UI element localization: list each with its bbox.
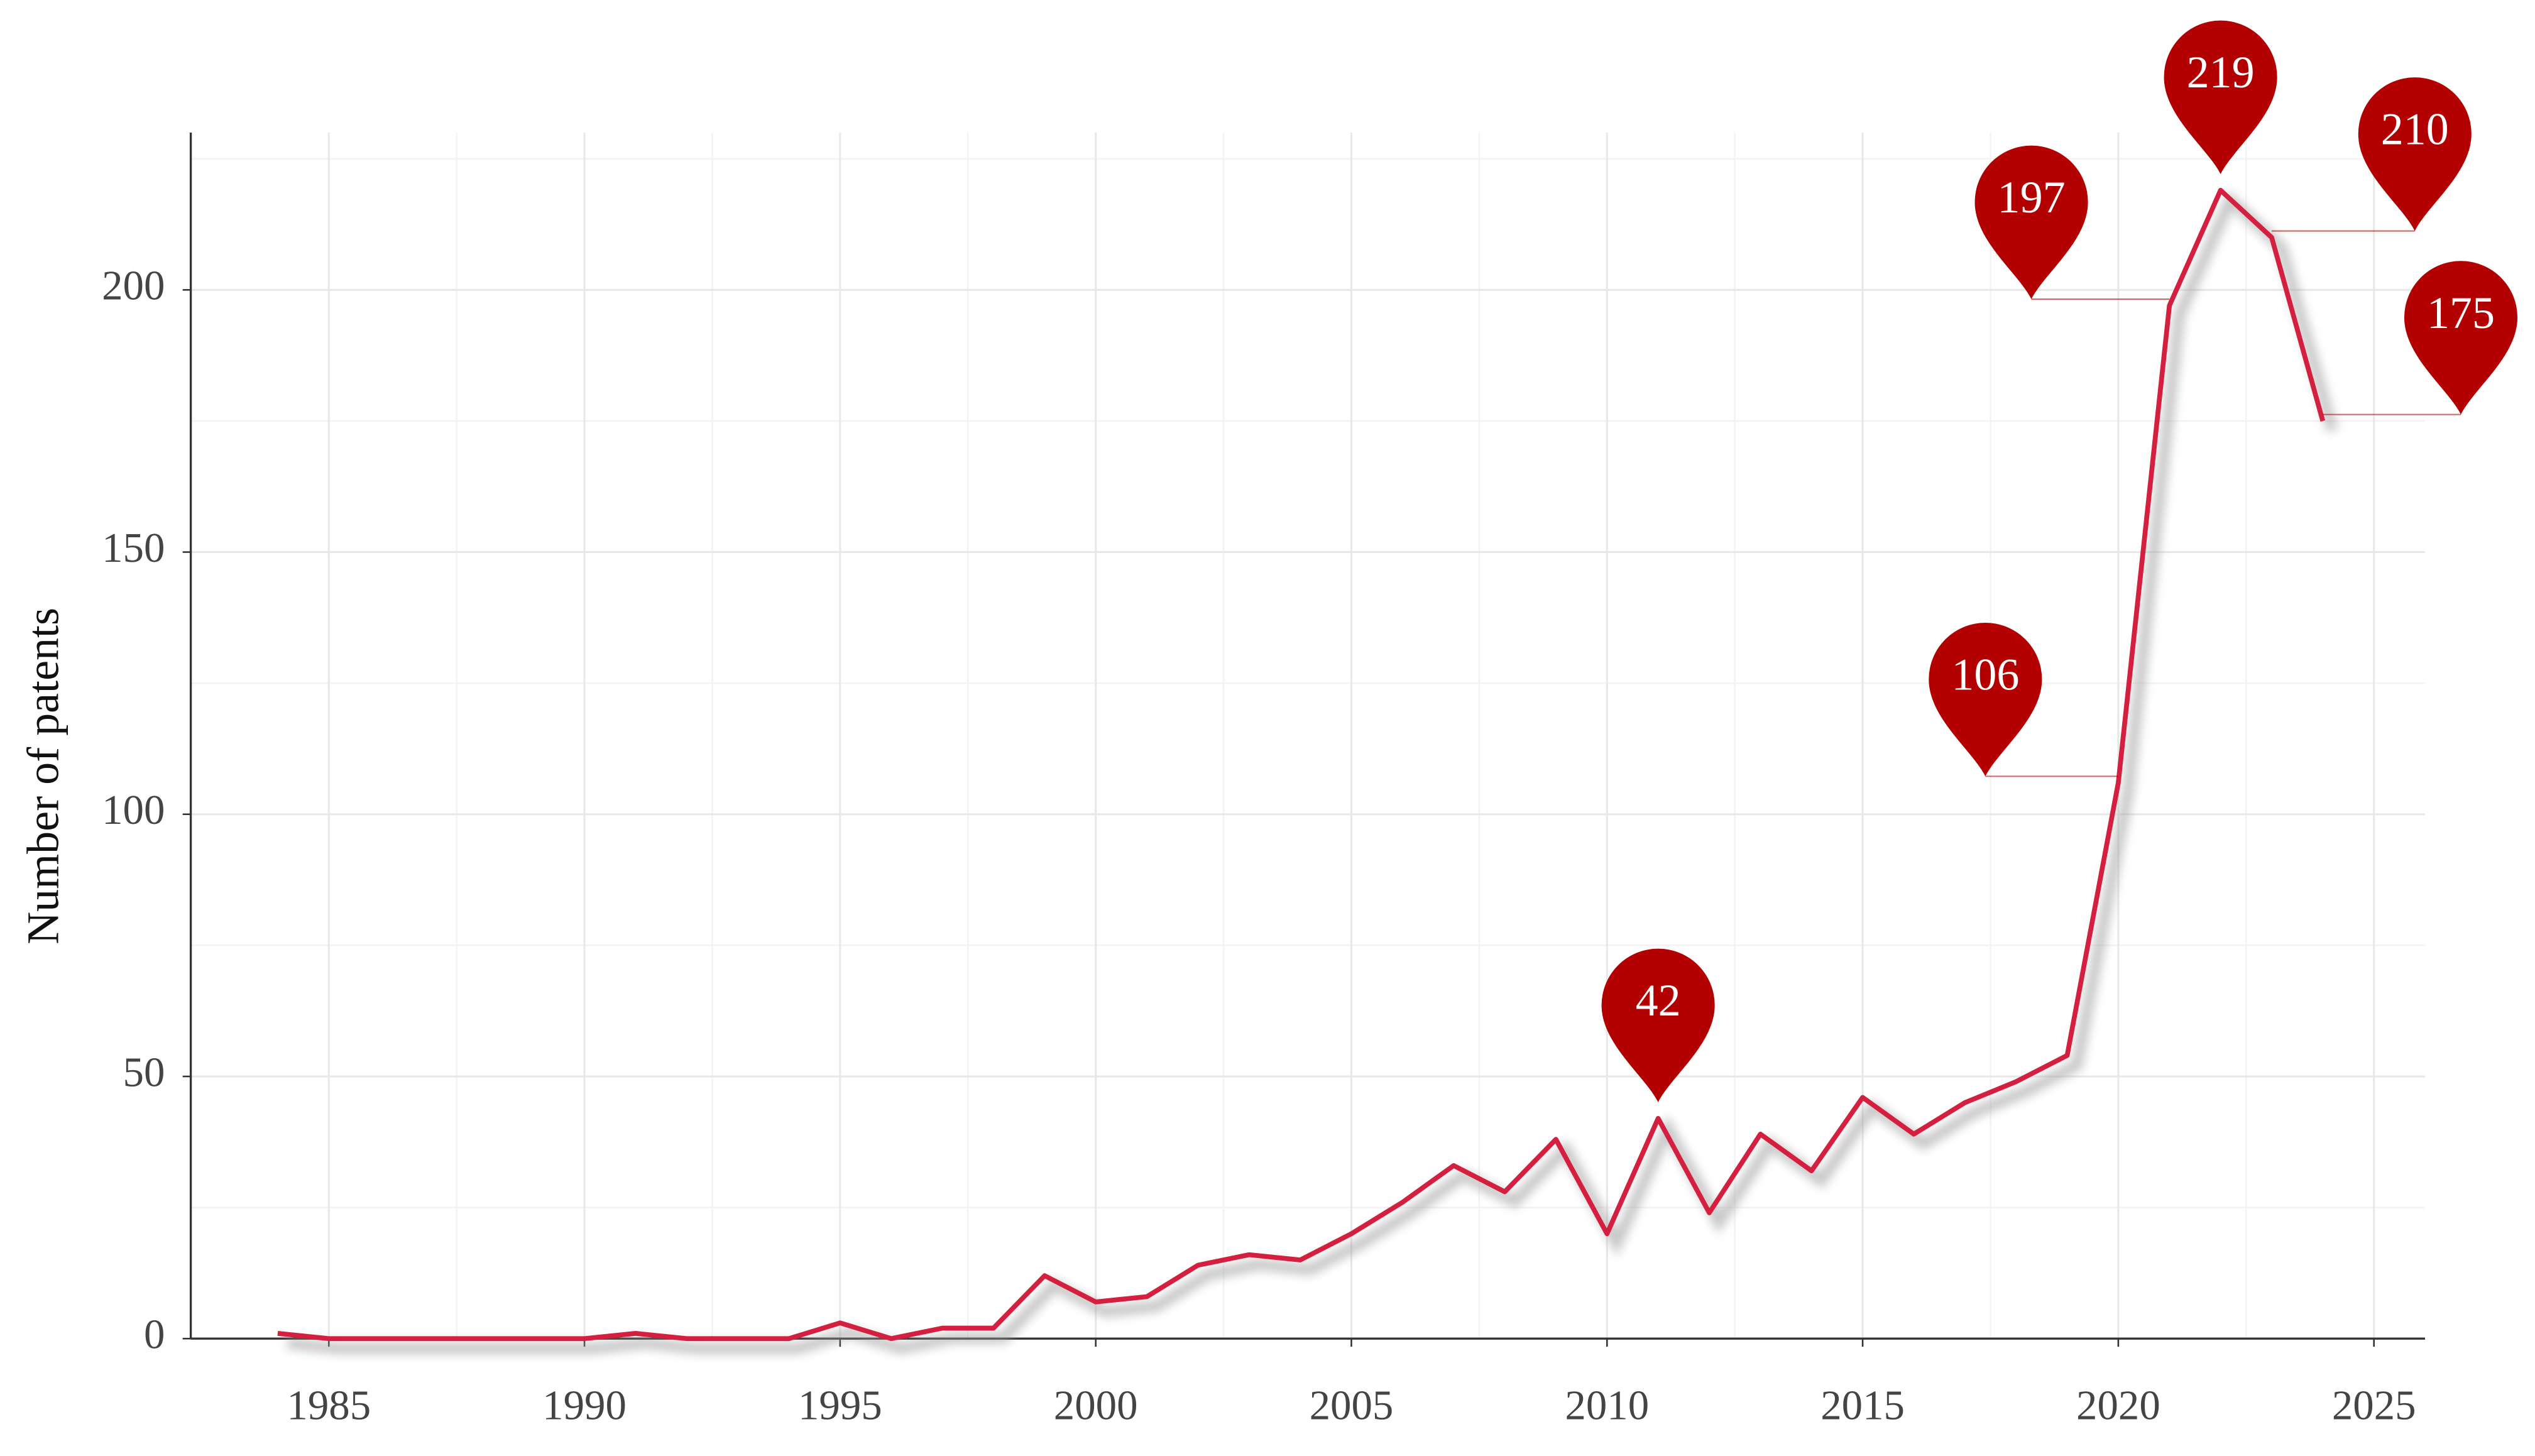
- annotation-pin: 42: [1601, 948, 1715, 1103]
- pin-marker: [1974, 145, 2088, 300]
- line: [277, 187, 2326, 1342]
- pin-label: 42: [1636, 975, 1681, 1026]
- pin-label: 197: [1998, 172, 2066, 222]
- x-tick-label: 2000: [1054, 1382, 1138, 1429]
- y-axis-label: Number of patents: [18, 608, 68, 944]
- annotation-pin: 197: [1974, 145, 2088, 300]
- pin-marker: [2164, 20, 2277, 175]
- pin-marker: [1601, 948, 1715, 1103]
- x-tick-label: 2025: [2332, 1382, 2416, 1429]
- pin-label: 175: [2427, 288, 2495, 338]
- y-tick-label: 50: [123, 1049, 165, 1095]
- x-tick-label: 2015: [1820, 1382, 1905, 1429]
- grid: 0 50 100 150 200 1985 1990 1995 2000 2005 2010 2015…: [102, 132, 2426, 1429]
- pin-marker: [1929, 622, 2042, 777]
- annotation-pin: 210: [2358, 77, 2472, 231]
- y-tick-label: 100: [102, 787, 165, 833]
- pin-marker: [2358, 77, 2472, 231]
- line-shadow: [287, 190, 2338, 1354]
- x-tick-label: 1995: [798, 1382, 882, 1429]
- x-tick-label: 2010: [1565, 1382, 1649, 1429]
- y-tick-label: 200: [102, 263, 165, 309]
- x-tick-label: 1990: [542, 1382, 627, 1429]
- annotation-pin: 106: [1929, 622, 2042, 777]
- plot: 42 106 197 219 210 175: [277, 20, 2518, 1354]
- annotation-pin: 219: [2164, 20, 2277, 175]
- x-tick-label: 2005: [1310, 1382, 1394, 1429]
- annotation-pin: 175: [2404, 261, 2518, 415]
- x-tick-label: 2020: [2076, 1382, 2160, 1429]
- pin-label: 219: [2187, 47, 2255, 97]
- pin-marker: [2404, 261, 2518, 415]
- pin-label: 106: [1951, 650, 2019, 700]
- y-tick-label: 0: [144, 1311, 165, 1358]
- x-tick-label: 1985: [287, 1382, 371, 1429]
- y-tick-label: 150: [102, 525, 165, 571]
- pin-label: 210: [2381, 104, 2449, 155]
